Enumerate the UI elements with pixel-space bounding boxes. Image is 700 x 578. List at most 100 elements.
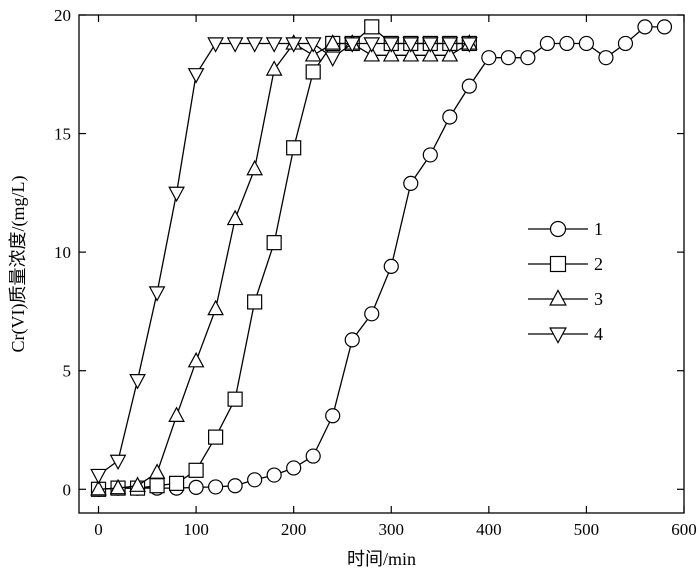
legend-marker bbox=[549, 289, 567, 306]
data-point bbox=[305, 64, 321, 80]
data-point bbox=[286, 140, 302, 156]
data-point bbox=[246, 159, 263, 176]
data-point bbox=[325, 408, 341, 424]
data-point bbox=[129, 374, 146, 390]
x-tick-label: 0 bbox=[94, 520, 103, 539]
data-point bbox=[441, 45, 459, 62]
data-point bbox=[188, 479, 204, 495]
x-tick-label: 300 bbox=[379, 520, 405, 539]
legend-label: 4 bbox=[594, 324, 603, 344]
data-point bbox=[285, 37, 303, 53]
data-point bbox=[188, 462, 204, 478]
x-tick-label: 500 bbox=[574, 520, 600, 539]
data-point bbox=[90, 468, 107, 485]
data-point bbox=[324, 51, 342, 68]
data-point bbox=[129, 476, 146, 492]
legend-label: 3 bbox=[594, 289, 603, 309]
axis-titles: 时间/min Cr(VI)质量浓度/(mg/L) bbox=[8, 176, 416, 569]
data-point bbox=[187, 351, 205, 368]
y-tick-label: 10 bbox=[54, 243, 71, 262]
legend-label: 2 bbox=[594, 254, 603, 274]
data-point bbox=[598, 50, 614, 66]
series-4 bbox=[90, 37, 478, 485]
legend-item: 2 bbox=[528, 254, 603, 274]
x-axis-title: 时间/min bbox=[347, 549, 416, 569]
data-point bbox=[109, 454, 127, 471]
y-tick-label: 5 bbox=[63, 362, 72, 381]
legend-label: 1 bbox=[594, 219, 603, 239]
x-tick-label: 400 bbox=[476, 520, 502, 539]
legend-item: 4 bbox=[528, 324, 603, 344]
legend-marker bbox=[549, 255, 567, 273]
data-point bbox=[442, 109, 458, 125]
data-point bbox=[520, 50, 536, 66]
data-point bbox=[539, 35, 555, 52]
data-point bbox=[246, 37, 263, 53]
data-point bbox=[441, 37, 459, 53]
data-point bbox=[403, 175, 419, 191]
legend-marker bbox=[549, 220, 567, 238]
data-point bbox=[168, 186, 185, 203]
series-line bbox=[98, 26, 470, 490]
y-tick-label: 0 bbox=[63, 480, 72, 499]
data-point bbox=[343, 37, 361, 53]
data-point bbox=[187, 68, 205, 84]
series-2 bbox=[90, 19, 477, 497]
data-point bbox=[324, 34, 342, 50]
data-point bbox=[422, 147, 438, 163]
data-point bbox=[305, 448, 321, 464]
data-point bbox=[148, 286, 166, 302]
data-point bbox=[421, 37, 439, 53]
data-point bbox=[402, 37, 420, 53]
y-axis-title: Cr(VI)质量浓度/(mg/L) bbox=[8, 176, 29, 353]
legend-item: 3 bbox=[528, 289, 603, 309]
data-point bbox=[304, 37, 322, 53]
series-line bbox=[98, 42, 470, 490]
data-point bbox=[148, 463, 166, 479]
data-point bbox=[226, 209, 244, 226]
data-point bbox=[168, 406, 185, 422]
data-point bbox=[402, 45, 420, 62]
data-point bbox=[266, 467, 282, 483]
data-point bbox=[286, 460, 302, 476]
x-tick-label: 600 bbox=[671, 520, 697, 539]
data-point bbox=[383, 258, 399, 274]
data-point bbox=[208, 479, 224, 495]
data-point bbox=[364, 19, 380, 35]
series-line bbox=[98, 42, 470, 476]
data-point bbox=[382, 45, 400, 62]
series-3 bbox=[90, 34, 478, 496]
data-point bbox=[207, 37, 224, 53]
data-point bbox=[208, 429, 224, 445]
data-point bbox=[578, 35, 595, 52]
data-point bbox=[247, 472, 263, 488]
data-point bbox=[247, 294, 263, 310]
data-point bbox=[344, 332, 360, 348]
data-point bbox=[460, 37, 478, 53]
data-point bbox=[363, 37, 381, 53]
data-point bbox=[656, 19, 673, 35]
data-point bbox=[226, 37, 244, 53]
legend-marker bbox=[549, 327, 567, 344]
data-point bbox=[461, 78, 477, 94]
data-point bbox=[227, 391, 243, 407]
legend-item: 1 bbox=[528, 219, 603, 239]
data-point bbox=[109, 478, 127, 495]
y-tick-label: 20 bbox=[54, 6, 71, 25]
series-layer bbox=[90, 19, 673, 497]
data-point bbox=[559, 35, 575, 52]
data-point bbox=[363, 45, 381, 62]
y-tick-label: 15 bbox=[54, 125, 71, 144]
legend: 1 2 3 4 bbox=[528, 219, 603, 344]
data-point bbox=[149, 478, 165, 494]
data-point bbox=[168, 475, 185, 491]
data-point bbox=[617, 35, 634, 52]
data-point bbox=[265, 37, 283, 53]
data-point bbox=[304, 45, 322, 62]
x-tick-label: 200 bbox=[281, 520, 307, 539]
data-point bbox=[421, 45, 439, 62]
data-point bbox=[207, 299, 224, 316]
x-tick-label: 100 bbox=[183, 520, 209, 539]
